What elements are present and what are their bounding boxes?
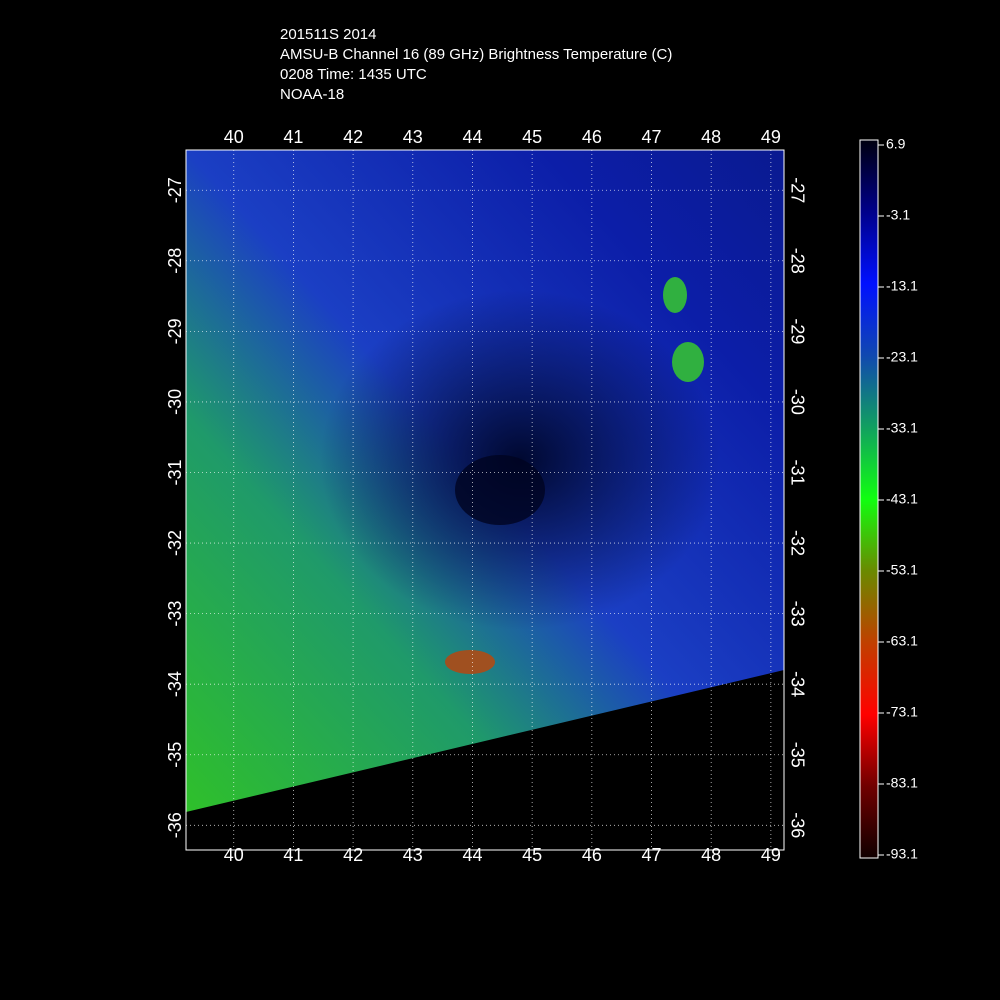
x-tick-label-top: 49: [761, 127, 781, 147]
cloud-cell: [672, 342, 704, 382]
title-line: AMSU-B Channel 16 (89 GHz) Brightness Te…: [280, 46, 672, 63]
cloud-cell: [445, 650, 495, 674]
colorbar-tick-label: -93.1: [886, 846, 918, 862]
x-tick-label-bottom: 42: [343, 845, 363, 865]
titles: 201511S 2014 AMSU-B Channel 16 (89 GHz) B…: [280, 26, 672, 103]
y-tick-label-left: -30: [165, 389, 185, 415]
title-line: 201511S 2014: [280, 26, 376, 43]
x-tick-label-bottom: 43: [403, 845, 423, 865]
y-tick-label-left: -27: [165, 177, 185, 203]
x-tick-label-bottom: 45: [522, 845, 542, 865]
colorbar-tick-label: -83.1: [886, 775, 918, 791]
y-tick-label-right: -33: [787, 601, 807, 627]
colorbar-tick-label: -13.1: [886, 278, 918, 294]
title-line: NOAA-18: [280, 86, 344, 103]
colorbar-tick-label: -33.1: [886, 420, 918, 436]
x-tick-label-bottom: 40: [224, 845, 244, 865]
x-tick-label-top: 42: [343, 127, 363, 147]
x-tick-label-bottom: 41: [283, 845, 303, 865]
cloud-cell: [663, 277, 687, 313]
y-tick-label-left: -32: [165, 530, 185, 556]
colorbar: [859, 139, 879, 859]
y-tick-label-left: -36: [165, 812, 185, 838]
x-tick-label-top: 48: [701, 127, 721, 147]
plot-frame: [185, 149, 785, 851]
y-tick-label-left: -29: [165, 318, 185, 344]
x-tick-label-top: 43: [403, 127, 423, 147]
colorbar-tick-label: -63.1: [886, 633, 918, 649]
y-tick-label-right: -30: [787, 389, 807, 415]
x-tick-label-top: 40: [224, 127, 244, 147]
x-tick-label-bottom: 49: [761, 845, 781, 865]
x-tick-label-top: 45: [522, 127, 542, 147]
y-tick-label-left: -33: [165, 601, 185, 627]
y-tick-label-left: -35: [165, 742, 185, 768]
x-tick-label-bottom: 48: [701, 845, 721, 865]
x-tick-label-bottom: 47: [641, 845, 661, 865]
y-tick-label-right: -34: [787, 671, 807, 697]
colorbar-tick-label: -73.1: [886, 704, 918, 720]
x-tick-label-top: 41: [283, 127, 303, 147]
storm-eye: [455, 455, 545, 525]
y-tick-label-right: -31: [787, 459, 807, 485]
x-tick-label-top: 44: [462, 127, 482, 147]
colorbar-tick-label: -43.1: [886, 491, 918, 507]
x-tick-label-top: 47: [641, 127, 661, 147]
title-line: 0208 Time: 1435 UTC: [280, 66, 427, 83]
y-tick-label-right: -27: [787, 177, 807, 203]
x-tick-label-top: 46: [582, 127, 602, 147]
x-tick-label-bottom: 44: [462, 845, 482, 865]
y-tick-label-left: -31: [165, 459, 185, 485]
y-tick-label-right: -32: [787, 530, 807, 556]
grid: [186, 150, 784, 850]
y-tick-label-left: -34: [165, 671, 185, 697]
y-tick-label-left: -28: [165, 248, 185, 274]
colorbar-tick-label: -3.1: [886, 207, 910, 223]
colorbar-tick-label: -23.1: [886, 349, 918, 365]
y-tick-label-right: -35: [787, 742, 807, 768]
y-tick-label-right: -29: [787, 318, 807, 344]
colorbar-tick-label: -53.1: [886, 562, 918, 578]
y-tick-label-right: -28: [787, 248, 807, 274]
y-tick-label-right: -36: [787, 812, 807, 838]
colorbar-tick-label: 6.9: [886, 136, 906, 152]
x-tick-label-bottom: 46: [582, 845, 602, 865]
